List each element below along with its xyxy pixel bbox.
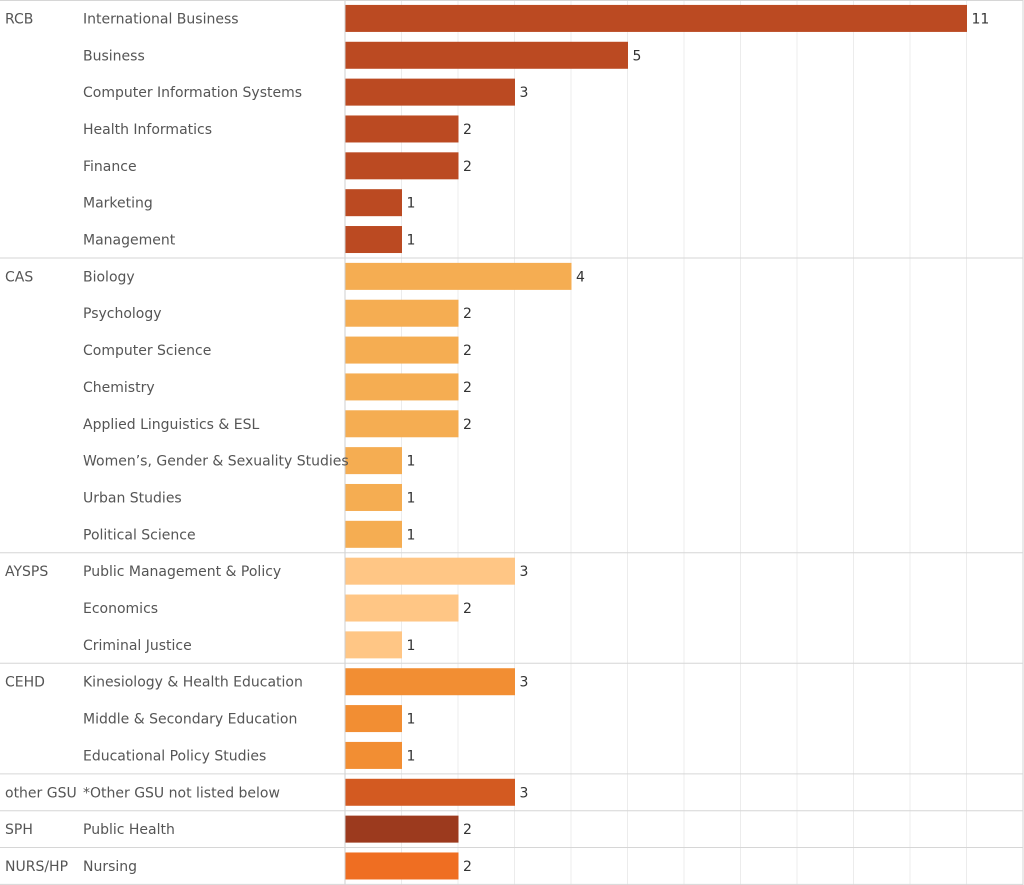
group-label: CAS <box>5 269 33 285</box>
data-label: 1 <box>407 527 416 543</box>
bars <box>345 4 967 880</box>
data-label: 11 <box>972 11 990 27</box>
group-label: NURS/HP <box>5 859 68 875</box>
data-label: 2 <box>463 306 472 322</box>
category-label: International Business <box>83 11 239 27</box>
data-label: 5 <box>633 48 642 64</box>
data-label: 3 <box>520 785 529 801</box>
category-label: Finance <box>83 159 137 175</box>
category-label: Nursing <box>83 859 137 875</box>
bar <box>345 152 459 180</box>
bar <box>345 373 459 401</box>
bar <box>345 115 459 143</box>
bar <box>345 557 515 585</box>
bar <box>345 741 402 769</box>
bar <box>345 631 402 659</box>
bar <box>345 705 402 733</box>
category-label: Psychology <box>83 306 162 322</box>
bar <box>345 594 459 622</box>
bar <box>345 668 515 696</box>
group-label: CEHD <box>5 675 45 691</box>
category-label: Chemistry <box>83 380 155 396</box>
data-label: 2 <box>463 417 472 433</box>
category-label: Criminal Justice <box>83 638 192 654</box>
category-label: Marketing <box>83 196 153 212</box>
category-label: Public Health <box>83 822 175 838</box>
category-label: Applied Linguistics & ESL <box>83 417 260 433</box>
category-label: Economics <box>83 601 158 617</box>
data-label: 2 <box>463 159 472 175</box>
data-label: 3 <box>520 85 529 101</box>
category-label: Kinesiology & Health Education <box>83 675 303 691</box>
data-label: 2 <box>463 601 472 617</box>
bar <box>345 483 402 511</box>
data-label: 4 <box>576 269 585 285</box>
category-label: Public Management & Policy <box>83 564 281 580</box>
category-label: Health Informatics <box>83 122 212 138</box>
category-label: Management <box>83 233 176 249</box>
data-label: 3 <box>520 564 529 580</box>
category-label: Political Science <box>83 527 196 543</box>
category-label: Urban Studies <box>83 490 182 506</box>
bar <box>345 189 402 217</box>
data-label: 2 <box>463 122 472 138</box>
data-label: 1 <box>407 454 416 470</box>
bar <box>345 520 402 548</box>
bar <box>345 447 402 475</box>
bar <box>345 262 572 290</box>
data-label: 1 <box>407 233 416 249</box>
category-label: Computer Science <box>83 343 211 359</box>
data-label: 1 <box>407 490 416 506</box>
bar <box>345 410 459 438</box>
group-label: SPH <box>5 822 33 838</box>
data-label: 1 <box>407 196 416 212</box>
bar <box>345 778 515 806</box>
category-label: Computer Information Systems <box>83 85 302 101</box>
category-label: Business <box>83 48 145 64</box>
group-label: RCB <box>5 11 33 27</box>
category-label: *Other GSU not listed below <box>83 785 280 801</box>
category-label: Women’s, Gender & Sexuality Studies <box>83 454 349 470</box>
data-label: 2 <box>463 859 472 875</box>
data-label: 1 <box>407 712 416 728</box>
category-label: Biology <box>83 269 135 285</box>
data-label: 2 <box>463 380 472 396</box>
bar <box>345 852 459 880</box>
data-label: 2 <box>463 822 472 838</box>
group-label: other GSU <box>5 785 77 801</box>
bar <box>345 226 402 254</box>
bar <box>345 299 459 327</box>
bar <box>345 78 515 106</box>
group-label: AYSPS <box>5 564 48 580</box>
data-label: 2 <box>463 343 472 359</box>
category-label: Educational Policy Studies <box>83 748 266 764</box>
category-label: Middle & Secondary Education <box>83 712 297 728</box>
bar <box>345 336 459 364</box>
data-label: 1 <box>407 638 416 654</box>
bar <box>345 815 459 843</box>
data-label: 3 <box>520 675 529 691</box>
bar <box>345 4 967 32</box>
bar <box>345 41 628 69</box>
data-label: 1 <box>407 748 416 764</box>
